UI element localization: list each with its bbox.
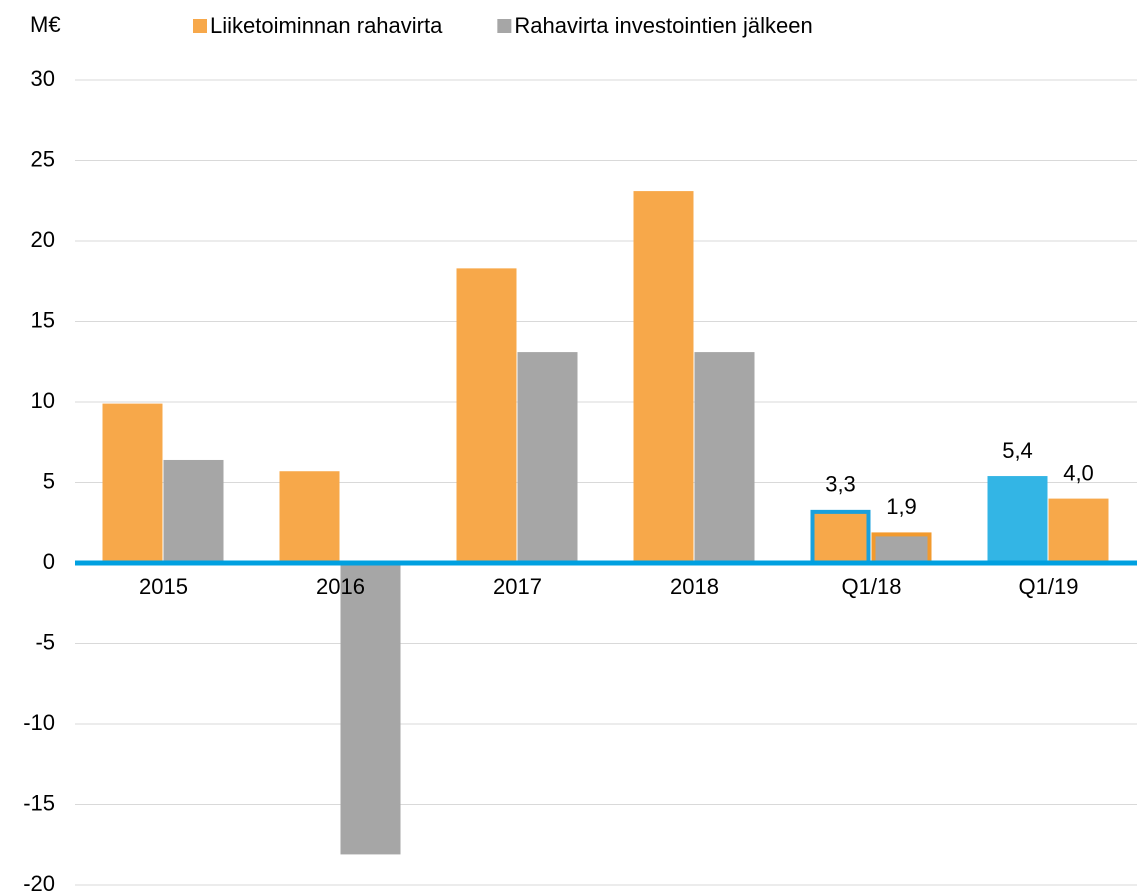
bar (340, 563, 401, 855)
legend-swatch (497, 19, 512, 33)
bar (1048, 498, 1109, 563)
y-tick-label: 25 (31, 146, 55, 171)
bar (987, 476, 1048, 563)
x-tick-label: 2016 (316, 574, 365, 599)
y-tick-label: -15 (23, 790, 55, 815)
bar (871, 532, 932, 565)
y-tick-label: 15 (31, 307, 55, 332)
bar (633, 191, 694, 563)
y-axis-label: M€ (30, 12, 61, 37)
bar (517, 352, 578, 563)
y-tick-label: -5 (35, 629, 55, 654)
bar (810, 509, 871, 565)
value-label: 4,0 (1063, 460, 1094, 485)
x-tick-label: 2017 (493, 574, 542, 599)
y-tick-label: 20 (31, 227, 55, 252)
bar (163, 459, 224, 563)
legend-label: Liiketoiminnan rahavirta (210, 13, 443, 38)
legend-swatch (193, 19, 207, 33)
bar (456, 268, 517, 563)
value-label: 1,9 (886, 494, 917, 519)
x-tick-label: Q1/18 (842, 574, 902, 599)
y-tick-label: 10 (31, 388, 55, 413)
bar (694, 352, 755, 563)
y-tick-label: -10 (23, 710, 55, 735)
y-tick-label: 5 (43, 468, 55, 493)
legend-label: Rahavirta investointien jälkeen (514, 13, 812, 38)
value-label: 5,4 (1002, 438, 1033, 463)
x-tick-label: 2018 (670, 574, 719, 599)
y-tick-label: 30 (31, 66, 55, 91)
bar (102, 403, 163, 563)
value-label: 3,3 (825, 472, 856, 497)
y-tick-label: 0 (43, 549, 55, 574)
x-tick-label: 2015 (139, 574, 188, 599)
bar (279, 471, 340, 563)
y-tick-label: -20 (23, 871, 55, 896)
x-tick-label: Q1/19 (1019, 574, 1079, 599)
